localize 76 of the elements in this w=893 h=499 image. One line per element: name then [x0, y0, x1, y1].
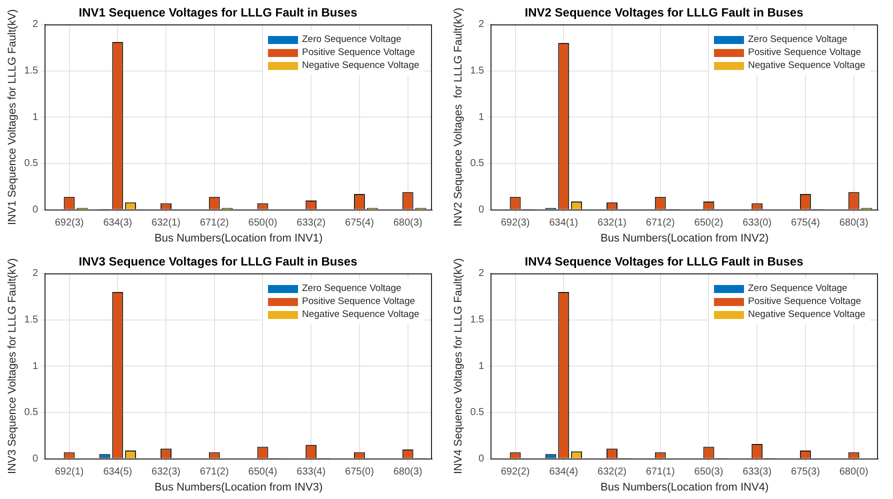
legend-label: Negative Sequence Voltage	[302, 308, 420, 322]
x-axis-title: Bus Numbers(Location from INV2)	[600, 232, 769, 244]
y-tick-label: 2	[32, 19, 39, 30]
y-tick-label: 0	[478, 204, 485, 216]
y-tick-label: 0	[32, 204, 39, 216]
x-tick-label: 675(0)	[345, 466, 374, 478]
x-tick-label: 634(4)	[549, 466, 578, 478]
x-tick-label: 633(2)	[296, 218, 326, 229]
x-tick-label: 634(3)	[103, 218, 132, 229]
x-tick-label: 680(3)	[393, 218, 422, 229]
legend-label: Positive Sequence Voltage	[302, 46, 416, 60]
x-tick-label: 692(2)	[500, 466, 530, 478]
x-tick-label: 633(4)	[296, 466, 326, 478]
x-axis-title: Bus Numbers(Location from INV3)	[154, 481, 323, 494]
y-tick-label: 2	[478, 268, 485, 280]
x-tick-label: 692(3)	[54, 218, 84, 229]
x-tick-label: 632(1)	[598, 218, 626, 229]
legend-label: Negative Sequence Voltage	[302, 59, 420, 72]
x-tick-label: 671(2)	[646, 218, 675, 229]
y-tick-label: 1	[32, 360, 39, 372]
chart-title: INV1 Sequence Voltages for LLLG Fault in Buses	[78, 6, 358, 20]
x-tick-label: 692(1)	[54, 466, 84, 478]
y-tick-label: 1.5	[470, 66, 485, 76]
x-tick-label: 634(5)	[103, 466, 132, 478]
x-tick-label: 632(2)	[598, 466, 626, 478]
y-tick-label: 1.5	[24, 66, 39, 76]
legend-label: Zero Sequence Voltage	[302, 33, 402, 46]
y-axis-title: INV3 Sequence Voltages for LLLG Fault(kV)	[6, 258, 19, 474]
y-axis-title: INV4 Sequence Voltages for LLLG Fault(kV)	[452, 258, 465, 474]
x-tick-label: 671(1)	[646, 466, 675, 478]
y-tick-label: 1.5	[24, 314, 39, 326]
x-tick-label: 650(4)	[248, 466, 278, 478]
x-tick-label: 633(3)	[742, 466, 772, 478]
x-axis-title: Bus Numbers(Location from INV1)	[154, 232, 323, 244]
x-axis-title: Bus Numbers(Location from INV4)	[600, 481, 769, 494]
x-tick-label: 650(3)	[694, 466, 724, 478]
legend-label: Zero Sequence Voltage	[748, 282, 848, 296]
chart-title: INV2 Sequence Voltages for LLLG Fault in Buses	[524, 6, 804, 20]
x-tick-label: 675(4)	[791, 218, 820, 229]
y-tick-label: 2	[478, 19, 485, 30]
legend-label: Positive Sequence Voltage	[302, 295, 416, 308]
y-tick-label: 1	[478, 360, 485, 372]
y-tick-label: 0	[478, 454, 485, 465]
x-tick-label: 671(2)	[200, 218, 229, 229]
x-tick-label: 634(1)	[549, 218, 578, 229]
y-axis-title: INV2 Sequence Voltages for LLLG Fault(kV)	[452, 8, 465, 227]
y-axis-title: INV1 Sequence Voltages for LLLG Fault(kV)	[6, 9, 19, 226]
chart-title: INV3 Sequence Voltages for LLLG Fault in Buses	[78, 254, 358, 269]
legend-label: Positive Sequence Voltage	[748, 295, 862, 308]
y-tick-label: 0.5	[470, 158, 485, 170]
x-tick-label: 632(1)	[152, 218, 180, 229]
x-tick-label: 680(3)	[839, 218, 868, 229]
legend-label: Zero Sequence Voltage	[748, 33, 848, 46]
x-tick-label: 680(0)	[839, 466, 868, 478]
x-tick-label: 675(4)	[345, 218, 374, 229]
x-tick-label: 675(3)	[791, 466, 820, 478]
y-tick-label: 0.5	[24, 158, 39, 170]
x-tick-label: 671(2)	[200, 466, 229, 478]
x-tick-label: 680(3)	[393, 466, 422, 478]
chart-title: INV4 Sequence Voltages for LLLG Fault in Buses	[524, 254, 804, 269]
y-tick-label: 2	[32, 268, 39, 280]
y-tick-label: 0.5	[470, 407, 485, 418]
legend-label: Positive Sequence Voltage	[748, 46, 862, 60]
x-tick-label: 650(0)	[248, 218, 278, 229]
y-tick-label: 0.5	[24, 407, 39, 418]
x-tick-label: 650(2)	[694, 218, 724, 229]
y-tick-label: 1	[478, 112, 485, 123]
x-tick-label: 633(0)	[742, 218, 772, 229]
y-tick-label: 0	[32, 454, 39, 465]
legend-label: Zero Sequence Voltage	[302, 282, 402, 296]
legend-label: Negative Sequence Voltage	[748, 308, 866, 322]
x-tick-label: 692(3)	[500, 218, 530, 229]
y-tick-label: 1	[32, 112, 39, 123]
y-tick-label: 1.5	[470, 314, 485, 326]
legend-label: Negative Sequence Voltage	[748, 59, 866, 72]
x-tick-label: 632(3)	[152, 466, 180, 478]
